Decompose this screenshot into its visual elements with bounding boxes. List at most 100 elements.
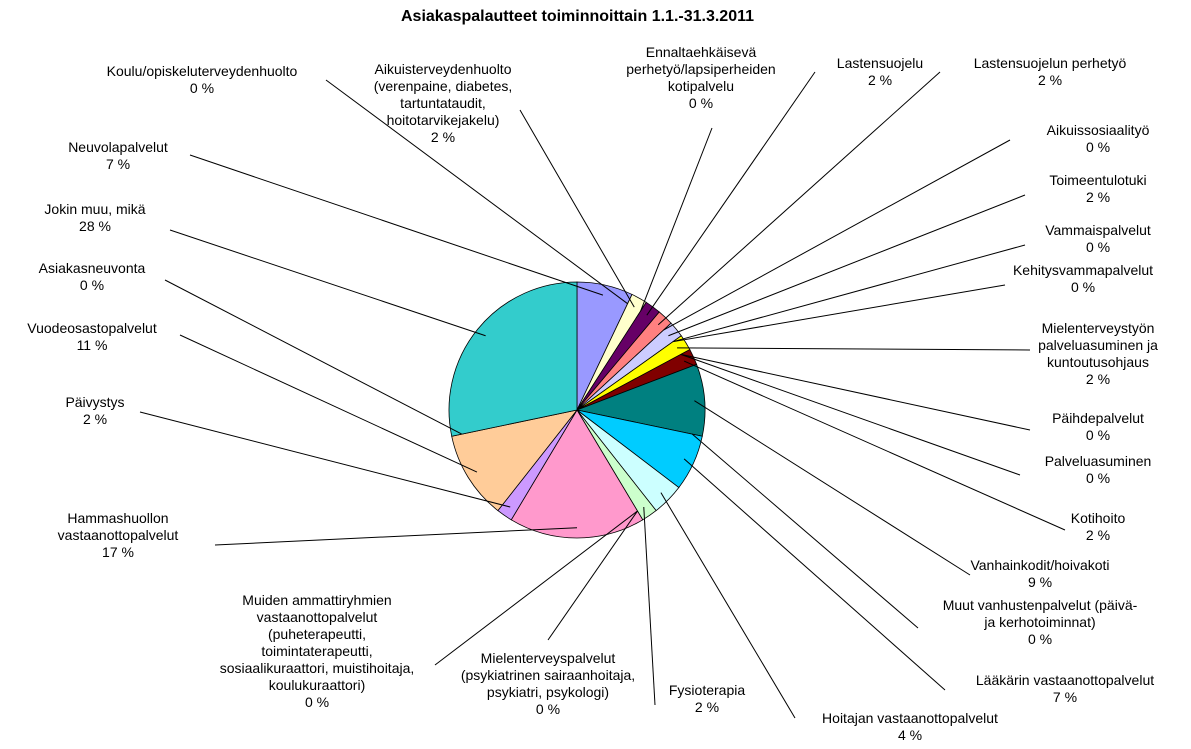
value-label: 0 % (1085, 139, 1111, 155)
value-label: 2 % (1085, 527, 1111, 543)
value-label: 7 % (1052, 689, 1078, 705)
value-label: 4 % (897, 727, 923, 743)
category-label: Kotihoito (1070, 510, 1126, 526)
data-label: Päivystys 2 % (65, 394, 124, 428)
category-label: Jokin muu, mikä (44, 201, 146, 217)
data-label: Ennaltaehkäisevä perhetyö/lapsiperheiden… (626, 44, 775, 112)
value-label: 28 % (79, 218, 111, 234)
value-label: 0 % (1070, 279, 1096, 295)
category-label: Ennaltaehkäisevä perhetyö/lapsiperheiden… (626, 44, 776, 94)
data-label: Aikuisterveydenhuolto (verenpaine, diabe… (374, 61, 513, 146)
data-label: Muiden ammattiryhmien vastaanottopalvelu… (220, 592, 415, 711)
value-label: 0 % (189, 80, 215, 96)
value-label: 2 % (694, 699, 720, 715)
category-label: Aikuissosiaalityö (1046, 122, 1150, 138)
leader-line (677, 347, 1031, 351)
data-label: Hammashuollon vastaanottopalvelut 17 % (58, 510, 179, 561)
data-label: Mielenterveyspalvelut (psykiatrinen sair… (461, 650, 635, 718)
value-label: 0 % (1085, 239, 1111, 255)
data-label: Päihdepalvelut 0 % (1052, 410, 1144, 444)
data-label: Kotihoito 2 % (1071, 510, 1125, 544)
value-label: 17 % (102, 544, 134, 560)
data-label: Palveluasuminen 0 % (1045, 453, 1152, 487)
leader-line (660, 492, 796, 719)
leader-line (680, 353, 1031, 431)
leader-line (547, 510, 638, 641)
category-label: Aikuisterveydenhuolto (verenpaine, diabe… (373, 61, 513, 128)
value-label: 2 % (867, 72, 893, 88)
category-label: Vuodeosastopalvelut (27, 320, 157, 336)
value-label: 0 % (1027, 631, 1053, 647)
leader-line (663, 139, 1011, 331)
value-label: 2 % (1037, 72, 1063, 88)
leader-line (672, 284, 1006, 343)
category-label: Hammashuollon vastaanottopalvelut (57, 510, 179, 543)
pie-slice (510, 409, 644, 539)
value-label: 7 % (105, 156, 131, 172)
category-label: Hoitajan vastaanottopalvelut (822, 710, 998, 726)
category-label: Neuvolapalvelut (68, 139, 168, 155)
value-label: 0 % (304, 694, 330, 710)
category-label: Mielenterveyspalvelut (psykiatrinen sair… (460, 650, 636, 700)
leader-line (214, 527, 578, 546)
category-label: Mielenterveystyön palveluasuminen ja kun… (1038, 320, 1158, 370)
leader-line (668, 194, 1026, 337)
value-label: 9 % (1027, 574, 1053, 590)
data-label: Jokin muu, mikä 28 % (44, 201, 145, 235)
data-label: Asiakasneuvonta 0 % (39, 260, 146, 294)
value-label: 0 % (535, 701, 561, 717)
value-label: 2 % (1085, 189, 1111, 205)
category-label: Lastensuojelu (836, 55, 924, 71)
data-label: Mielenterveystyön palveluasuminen ja kun… (1038, 320, 1158, 388)
data-label: Vammaispalvelut 0 % (1045, 222, 1151, 256)
value-label: 0 % (79, 277, 105, 293)
category-label: Vanhainkodit/hoivakoti (970, 557, 1110, 573)
data-label: Fysioterapia 2 % (669, 682, 745, 716)
value-label: 2 % (1085, 371, 1111, 387)
leader-line (683, 458, 946, 691)
data-label: Lastensuojelu 2 % (837, 55, 923, 89)
leader-line (169, 229, 486, 337)
leader-line (683, 360, 1066, 531)
leader-line (164, 279, 462, 435)
chart-title: Asiakaspalautteet toiminnoittain 1.1.-31… (400, 8, 755, 25)
leader-line (691, 433, 919, 629)
value-label: 2 % (430, 129, 456, 145)
category-label: Päihdepalvelut (1052, 410, 1144, 426)
value-label: 0 % (1085, 470, 1111, 486)
category-label: Palveluasuminen (1044, 453, 1152, 469)
category-label: Lastensuojelun perhetyö (973, 55, 1127, 71)
leader-line (189, 154, 604, 296)
category-label: Asiakasneuvonta (38, 260, 146, 276)
data-label: Lääkärin vastaanottopalvelut 7 % (976, 672, 1154, 706)
leader-line (139, 411, 511, 508)
leader-line (672, 244, 1026, 343)
category-label: Muut vanhustenpalvelut (päivä- ja kerhot… (942, 597, 1138, 630)
value-label: 0 % (688, 95, 714, 111)
data-label: Muut vanhustenpalvelut (päivä- ja kerhot… (943, 597, 1138, 648)
leader-line (643, 506, 656, 706)
category-label: Toimeentulotuki (1049, 172, 1147, 188)
category-label: Koulu/opiskeluterveydenhuolto (106, 63, 298, 79)
category-label: Päivystys (65, 394, 125, 410)
leader-line (519, 109, 635, 308)
data-label: Lastensuojelun perhetyö 2 % (974, 55, 1127, 89)
leader-line (640, 127, 713, 312)
data-label: Toimeentulotuki 2 % (1049, 172, 1146, 206)
pie-slice (448, 281, 578, 437)
leader-line (646, 71, 816, 316)
category-label: Lääkärin vastaanottopalvelut (975, 672, 1155, 688)
data-label: Koulu/opiskeluterveydenhuolto 0 % (107, 63, 298, 97)
value-label: 2 % (82, 411, 108, 427)
category-label: Muiden ammattiryhmien vastaanottopalvelu… (219, 592, 415, 693)
pie-slice (451, 409, 578, 512)
leader-line (325, 79, 628, 305)
leader-line (179, 334, 478, 473)
value-label: 11 % (76, 337, 108, 353)
value-label: 0 % (1085, 427, 1111, 443)
data-label: Neuvolapalvelut 7 % (68, 139, 168, 173)
category-label: Kehitysvammapalvelut (1012, 262, 1154, 278)
data-label: Vanhainkodit/hoivakoti 9 % (970, 557, 1109, 591)
